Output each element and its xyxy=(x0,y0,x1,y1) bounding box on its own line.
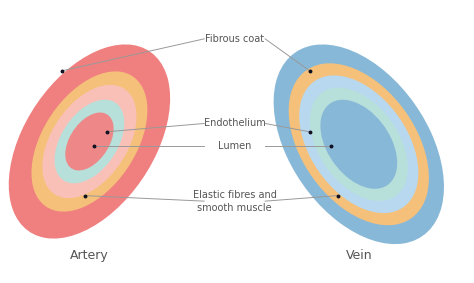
Ellipse shape xyxy=(299,76,419,213)
Text: Fibrous coat: Fibrous coat xyxy=(205,34,264,44)
Text: Artery: Artery xyxy=(70,249,109,262)
Ellipse shape xyxy=(55,100,124,183)
Ellipse shape xyxy=(42,85,137,198)
Text: Lumen: Lumen xyxy=(218,141,251,151)
Ellipse shape xyxy=(9,44,170,239)
Ellipse shape xyxy=(310,88,408,201)
Ellipse shape xyxy=(289,63,429,225)
Text: Vein: Vein xyxy=(346,249,372,262)
Text: Elastic fibres and
smooth muscle: Elastic fibres and smooth muscle xyxy=(193,190,277,213)
Text: Endothelium: Endothelium xyxy=(204,119,265,128)
Ellipse shape xyxy=(320,100,397,189)
Ellipse shape xyxy=(273,44,444,244)
Ellipse shape xyxy=(65,113,114,170)
Ellipse shape xyxy=(31,71,147,212)
